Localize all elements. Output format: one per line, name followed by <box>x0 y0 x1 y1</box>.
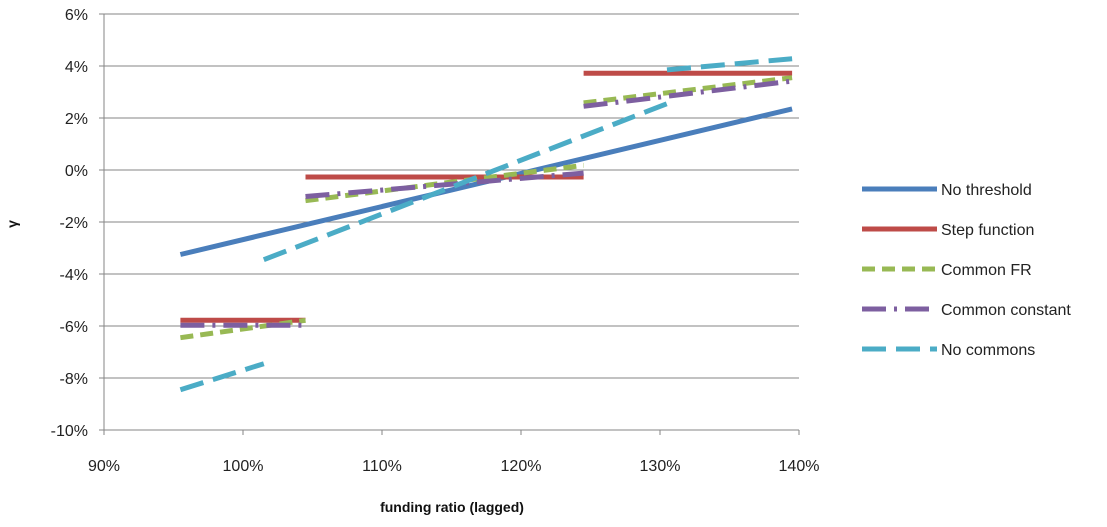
x-axis-title: funding ratio (lagged) <box>380 499 524 515</box>
series-no-commons <box>179 56 793 393</box>
axes-layer <box>99 13 800 435</box>
y-tick-label: -8% <box>60 371 88 388</box>
y-tick-label: 6% <box>65 7 88 24</box>
grid-layer <box>104 13 799 431</box>
series-line-segment <box>262 101 668 263</box>
legend: No threshold Step function Common FR Common… <box>862 182 1071 359</box>
series-common-fr <box>180 75 793 341</box>
y-tick-label: 4% <box>65 59 88 76</box>
legend-label: Step function <box>941 222 1034 239</box>
y-tick-label: -2% <box>60 215 88 232</box>
x-tick-label: 140% <box>779 458 820 475</box>
series-common-constant <box>180 78 793 328</box>
x-tick-label: 110% <box>362 458 402 475</box>
series-line-segment <box>179 361 265 393</box>
series-layer <box>179 56 793 393</box>
x-tick-label: 130% <box>640 458 681 475</box>
y-axis-title: γ <box>4 220 20 228</box>
legend-label: Common constant <box>941 302 1071 319</box>
legend-label: No commons <box>941 342 1035 359</box>
series-line-segment <box>583 75 793 106</box>
y-tick-label: -6% <box>60 319 88 336</box>
legend-item: No commons <box>862 342 1035 359</box>
series-line-segment <box>305 170 584 199</box>
y-tick-label: 2% <box>65 111 88 128</box>
series-line-segment <box>666 56 793 73</box>
x-tick-label: 120% <box>501 458 542 475</box>
legend-item: Common constant <box>862 302 1071 319</box>
x-tick-label: 100% <box>223 458 264 475</box>
legend-item: Common FR <box>862 262 1032 279</box>
series-step-function <box>180 70 793 323</box>
ticks-layer: 6% 4% 2% 0% -2% -4% -6% -8% -10% 90% 100% 110% 120% 1… <box>51 7 820 475</box>
legend-item: No threshold <box>862 182 1032 199</box>
x-tick-label: 90% <box>88 458 120 475</box>
y-tick-label: 0% <box>65 163 88 180</box>
series-line-segment <box>583 78 793 109</box>
legend-item: Step function <box>862 222 1034 239</box>
y-tick-label: -4% <box>60 267 88 284</box>
legend-label: No threshold <box>941 182 1032 199</box>
y-tick-label: -10% <box>51 423 88 440</box>
legend-label: Common FR <box>941 262 1032 279</box>
